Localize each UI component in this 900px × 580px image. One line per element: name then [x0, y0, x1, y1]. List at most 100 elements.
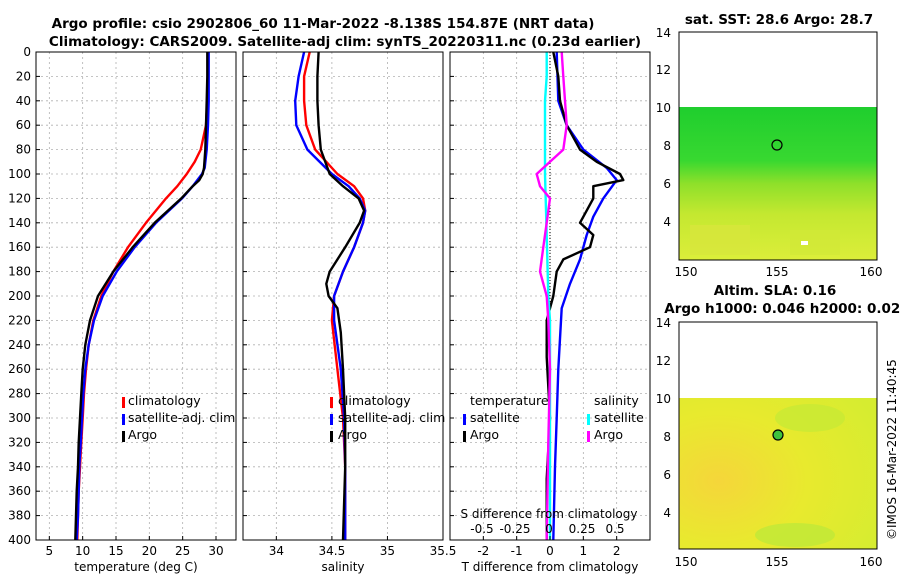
x-tick-label: -1 — [511, 544, 523, 558]
x-tick-label: -2 — [477, 544, 489, 558]
map-ytick: 10 — [656, 392, 671, 406]
y-tick-label: 140 — [8, 216, 31, 230]
s-diff-tick: 0.25 — [569, 522, 596, 536]
map-xtick: 160 — [860, 265, 883, 279]
x-tick-label: 35 — [380, 544, 395, 558]
x-tick-label: 35.5 — [430, 544, 457, 558]
difference-panel: -2 -1 0 1 2 T difference from climatology — [449, 51, 651, 574]
legend-label-argo: Argo — [338, 427, 367, 442]
legend-swatch-argo — [122, 431, 125, 442]
salinity-legend: climatology satellite-adj. clim Argo — [330, 393, 445, 442]
title-line-1: Argo profile: csio 2902806_60 11-Mar-202… — [52, 16, 595, 32]
map-ytick: 4 — [663, 506, 671, 520]
x-tick-label: 5 — [46, 544, 54, 558]
map-xtick: 155 — [766, 265, 789, 279]
y-tick-label: 60 — [16, 118, 31, 132]
s-diff-tick: -0.25 — [499, 522, 530, 536]
sla-green-patch — [775, 404, 845, 432]
y-tick-label: 180 — [8, 265, 31, 279]
x-axis-label: salinity — [321, 560, 364, 574]
map-xtick: 155 — [766, 555, 789, 569]
y-tick-label: 360 — [8, 484, 31, 498]
legend-label-s-satellite: satellite — [594, 410, 644, 425]
map-ytick: 14 — [656, 316, 671, 330]
y-tick-label: 300 — [8, 411, 31, 425]
x-tick-label: 2 — [613, 544, 621, 558]
legend-label-climatology: climatology — [338, 393, 411, 408]
map-ytick: 10 — [656, 101, 671, 115]
series-line-s-argo — [535, 51, 568, 541]
y-tick-label: 380 — [8, 509, 31, 523]
map-ytick: 12 — [656, 63, 671, 77]
s-diff-tick: 0.5 — [605, 522, 624, 536]
legend-label-climatology: climatology — [128, 393, 201, 408]
y-tick-label: 120 — [8, 191, 31, 205]
y-tick-label: 220 — [8, 313, 31, 327]
x-tick-label: 25 — [175, 544, 190, 558]
legend-label-satellite: satellite-adj. clim — [128, 410, 235, 425]
sla-green-patch — [755, 523, 835, 547]
series-line-t-argo — [545, 51, 625, 540]
series-line-argo — [74, 52, 209, 541]
sla-map: Altim. SLA: 0.16 Argo h1000: 0.046 h2000… — [656, 283, 900, 569]
copyright-timestamp: ©IMOS 16-Mar-2022 11:40:45 — [885, 359, 899, 540]
map-ytick: 14 — [656, 26, 671, 40]
y-tick-label: 200 — [8, 289, 31, 303]
x-tick-label: 15 — [108, 544, 123, 558]
sla-map-title-2: Argo h1000: 0.046 h2000: 0.025 — [664, 301, 900, 317]
legend-label-s-argo: Argo — [594, 427, 623, 442]
legend-swatch-satellite — [122, 414, 125, 425]
map-ytick: 8 — [663, 430, 671, 444]
argo-location-marker — [772, 429, 784, 441]
y-tick-label: 100 — [8, 167, 31, 181]
title-line-2: Climatology: CARS2009. Satellite-adj cli… — [49, 34, 641, 50]
sst-warm-patch — [790, 230, 840, 255]
map-ytick: 6 — [663, 468, 671, 482]
x-tick-label: 10 — [75, 544, 90, 558]
legend-label-satellite: satellite-adj. clim — [338, 410, 445, 425]
legend-swatch-t-argo — [463, 431, 466, 442]
temperature-legend: climatology satellite-adj. clim Argo — [122, 393, 235, 442]
legend-swatch-satellite — [330, 414, 333, 425]
sst-map-frame — [678, 31, 878, 261]
sst-map-yticks: 14 12 10 8 6 4 — [656, 26, 671, 229]
y-tick-label: 320 — [8, 435, 31, 449]
sst-map: sat. SST: 28.6 Argo: 28.7 14 12 10 8 6 4… — [656, 12, 883, 279]
s-diff-tick: 0 — [545, 522, 553, 536]
legend-swatch-s-argo — [587, 431, 590, 442]
y-tick-label: 80 — [16, 143, 31, 157]
x-tick-label: 20 — [142, 544, 157, 558]
sla-map-frame — [678, 321, 878, 550]
difference-legend: temperature satellite Argo salinity sate… — [463, 393, 644, 442]
map-xtick: 150 — [675, 555, 698, 569]
s-diff-tick: -0.5 — [470, 522, 493, 536]
temperature-panel: 5 10 15 20 25 30 temperature (deg C) 0 20 40 60 80 1… — [8, 45, 237, 574]
legend-swatch-t-satellite — [463, 414, 466, 425]
legend-label-t-argo: Argo — [470, 427, 499, 442]
s-difference-axis-label: S difference from climatology — [461, 507, 638, 521]
x-tick-label: 30 — [208, 544, 223, 558]
y-tick-label: 400 — [8, 533, 31, 547]
map-ytick: 4 — [663, 215, 671, 229]
series-line-satellite-adj-clim — [294, 51, 367, 540]
argo-location-marker — [771, 139, 783, 151]
legend-swatch-climatology — [122, 397, 125, 408]
y-tick-label: 20 — [16, 69, 31, 83]
sla-map-xticks: 150 155 160 — [675, 555, 883, 569]
y-tick-label: 260 — [8, 362, 31, 376]
sla-map-yticks: 14 12 10 8 6 4 — [656, 316, 671, 520]
legend-swatch-s-satellite — [587, 414, 590, 425]
map-ytick: 8 — [663, 139, 671, 153]
x-axis-label: T difference from climatology — [461, 560, 639, 574]
legend-label-argo: Argo — [128, 427, 157, 442]
x-tick-label: 1 — [580, 544, 588, 558]
series-line-argo — [316, 51, 366, 541]
y-tick-label: 340 — [8, 460, 31, 474]
legend-title-salinity: salinity — [594, 393, 639, 408]
sst-white-pixel — [801, 241, 808, 245]
legend-label-t-satellite: satellite — [470, 410, 520, 425]
map-xtick: 160 — [860, 555, 883, 569]
map-ytick: 6 — [663, 177, 671, 191]
series-line-t-satellite — [552, 51, 618, 541]
